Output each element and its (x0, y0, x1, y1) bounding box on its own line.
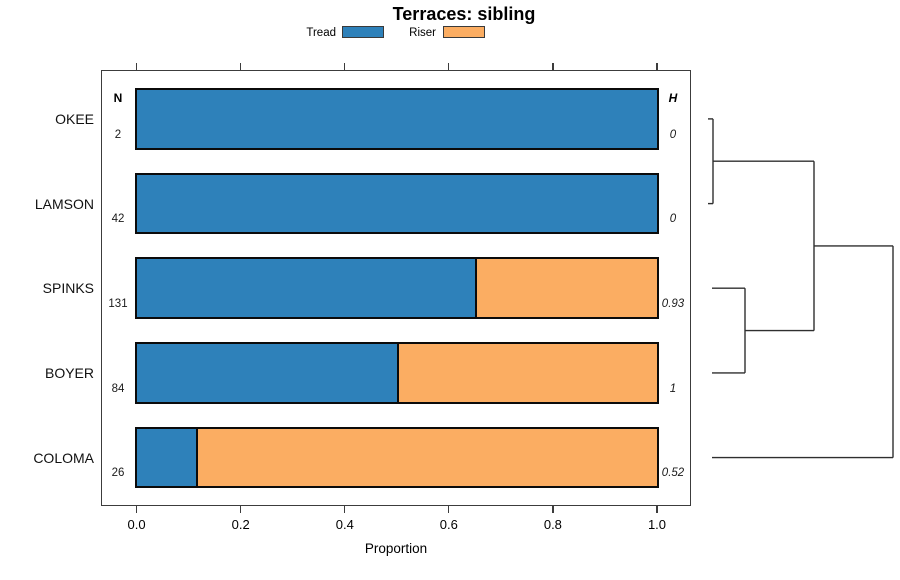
bar-segment-riser (474, 259, 657, 317)
legend-label-tread: Tread (306, 27, 336, 39)
category-label: SPINKS (42, 280, 94, 297)
legend-swatch-riser-icon (443, 26, 485, 38)
category-label: BOYER (44, 364, 94, 381)
n-column-header: N (113, 91, 123, 105)
category-label: OKEE (55, 110, 94, 127)
axis-tick-top (552, 63, 554, 70)
bar-row (134, 426, 659, 489)
bar-segment-tread (136, 174, 657, 233)
bar-row (134, 342, 659, 404)
bar-row (134, 172, 659, 235)
axis-tick-bottom (656, 506, 658, 513)
chart-title: Terraces: sibling (392, 4, 536, 24)
category-label: COLOMA (33, 449, 94, 466)
axis-tick-label: 0.2 (231, 517, 250, 532)
axis-tick-top (135, 63, 138, 70)
legend-swatch-tread-icon (342, 26, 384, 38)
h-value: 0 (669, 128, 677, 141)
bar-segment-riser (196, 428, 657, 487)
axis-tick-bottom (552, 506, 554, 513)
axis-tick-top (344, 63, 346, 70)
axis-tick-top (448, 63, 450, 70)
bar-segment-tread (136, 90, 657, 148)
bar-segment-tread (136, 259, 475, 317)
x-axis-title: Proportion (364, 541, 428, 556)
axis-tick-label: 1.0 (647, 517, 667, 532)
category-label: LAMSON (34, 195, 94, 212)
legend-label-riser: Riser (409, 27, 436, 39)
n-value: 2 (114, 128, 122, 141)
n-value: 84 (111, 382, 125, 395)
h-value: 0.52 (661, 467, 685, 480)
axis-tick-label: 0.6 (439, 517, 458, 532)
bar-row (134, 88, 659, 150)
h-column-header: H (668, 91, 678, 105)
axis-tick-bottom (344, 506, 346, 513)
bar-segment-riser (396, 344, 657, 402)
axis-tick-top (656, 63, 658, 70)
bar-row (134, 257, 659, 319)
axis-tick-bottom (448, 506, 450, 513)
h-value: 0 (669, 213, 677, 226)
axis-tick-bottom (135, 506, 138, 513)
n-value: 26 (111, 467, 125, 480)
axis-tick-bottom (240, 506, 242, 513)
bar-segment-tread (136, 428, 197, 487)
axis-tick-label: 0.0 (127, 517, 146, 532)
n-value: 131 (108, 298, 128, 310)
plot-area (100, 70, 691, 506)
n-value: 42 (111, 213, 125, 226)
bar-segment-tread (136, 344, 397, 402)
h-value: 0.93 (661, 298, 685, 310)
h-value: 1 (669, 382, 677, 395)
axis-tick-label: 0.8 (543, 517, 562, 532)
axis-tick-label: 0.4 (335, 517, 354, 532)
axis-tick-top (240, 63, 242, 70)
